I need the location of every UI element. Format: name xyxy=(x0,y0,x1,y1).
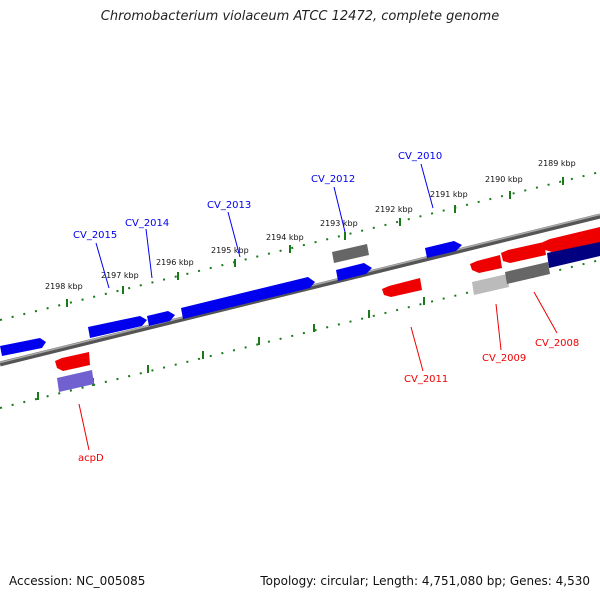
gene-label-cv2011[interactable]: CV_2011 xyxy=(404,374,448,385)
gene-navy-block[interactable] xyxy=(547,241,600,268)
gene-right-red[interactable] xyxy=(543,227,600,252)
gene-cv2014-arrow[interactable] xyxy=(147,311,175,326)
gene-label-cv2012[interactable]: CV_2012 xyxy=(311,174,355,185)
gene-cv2015-arrow-2[interactable] xyxy=(88,316,147,338)
outer-scale-track: 2189 kbp 2190 kbp 2191 kbp 2192 kbp 2193… xyxy=(0,159,600,321)
gene-label-cv2013[interactable]: CV_2013 xyxy=(207,200,251,211)
gene-cv2011-arrow[interactable] xyxy=(382,278,422,297)
feature-blocks-gray[interactable] xyxy=(57,244,550,392)
scale-label-2193: 2193 kbp xyxy=(320,219,358,228)
scale-label-2198: 2198 kbp xyxy=(45,282,83,291)
gene-cv2009-arrow[interactable] xyxy=(470,255,502,273)
gene-gray-mid[interactable] xyxy=(505,262,550,284)
gene-leader-lines xyxy=(78,163,558,451)
gene-cv2010-arrow[interactable] xyxy=(425,241,462,258)
gene-label-cv2008[interactable]: CV_2008 xyxy=(535,338,579,349)
genome-summary-text: Topology: circular; Length: 4,751,080 bp… xyxy=(260,574,590,588)
gene-cv2008-arrow[interactable] xyxy=(501,242,546,263)
gene-label-acpD[interactable]: acpD xyxy=(78,453,104,464)
gene-gray-top[interactable] xyxy=(332,244,369,263)
forward-genes[interactable] xyxy=(0,241,600,356)
gene-label-cv2010[interactable]: CV_2010 xyxy=(398,151,442,162)
major-ticks xyxy=(66,177,564,307)
gene-acpD-arrow[interactable] xyxy=(55,352,90,371)
scale-label-2192: 2192 kbp xyxy=(375,205,413,214)
gene-label-cv2014[interactable]: CV_2014 xyxy=(125,218,169,229)
scale-label-2194: 2194 kbp xyxy=(266,233,304,242)
gene-label-cv2015[interactable]: CV_2015 xyxy=(73,230,117,241)
gene-cv2013-arrow[interactable] xyxy=(181,277,315,319)
gene-label-cv2009[interactable]: CV_2009 xyxy=(482,353,526,364)
accession-text: Accession: NC_005085 xyxy=(9,574,146,588)
scale-label-2195: 2195 kbp xyxy=(211,246,249,255)
scale-label-2191: 2191 kbp xyxy=(430,190,468,199)
map-title: Chromobacterium violaceum ATCC 12472, co… xyxy=(100,9,500,24)
gene-light-gray[interactable] xyxy=(472,274,509,295)
reverse-genes[interactable] xyxy=(55,227,600,371)
gene-cv2015-arrow[interactable] xyxy=(0,338,46,356)
scale-label-2197: 2197 kbp xyxy=(101,271,139,280)
gene-cv2012-arrow[interactable] xyxy=(336,263,372,281)
gene-acpD-purple[interactable] xyxy=(57,370,94,392)
gene-labels: CV_2010 CV_2012 CV_2013 CV_2014 CV_2015 … xyxy=(73,151,579,464)
scale-label-2196: 2196 kbp xyxy=(156,258,194,267)
scale-label-2190: 2190 kbp xyxy=(485,175,523,184)
scale-label-2189: 2189 kbp xyxy=(538,159,576,168)
